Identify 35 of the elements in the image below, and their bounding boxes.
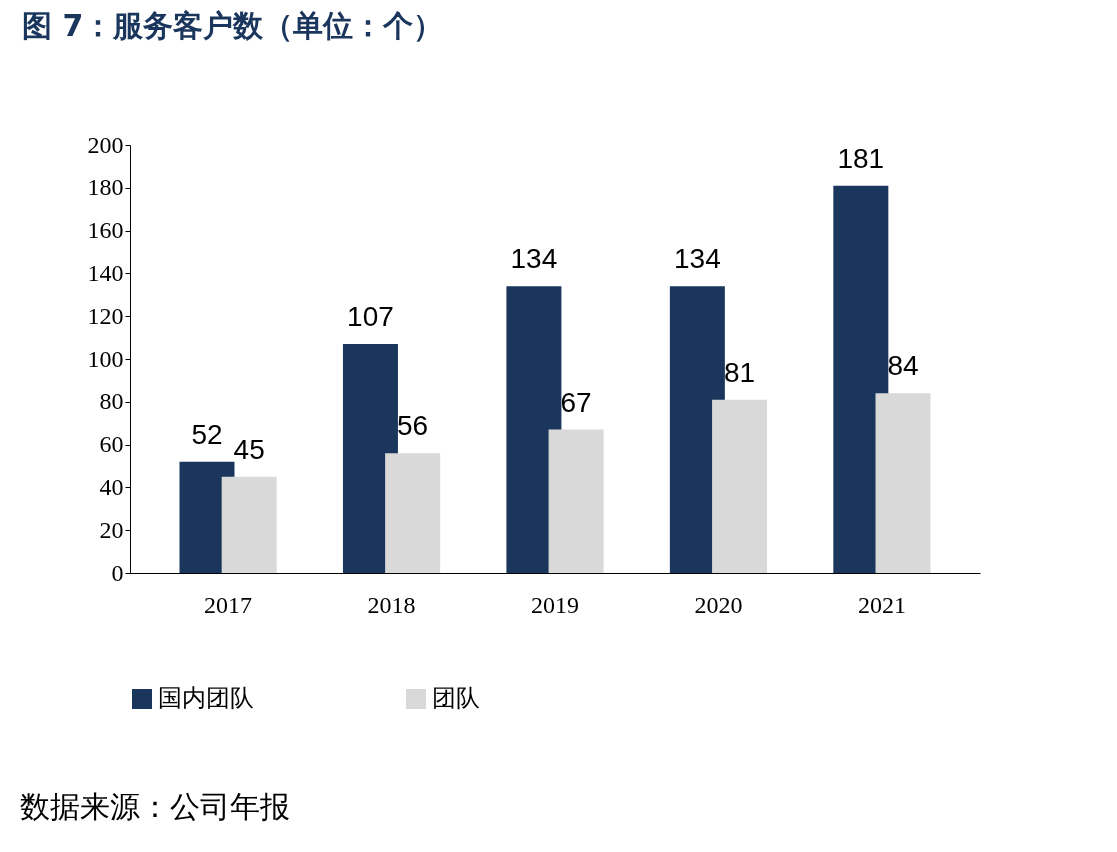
data-label: 52 xyxy=(191,418,223,450)
y-tick-label: 0 xyxy=(111,559,124,586)
y-tick-label: 200 xyxy=(87,131,124,158)
y-tick-label: 80 xyxy=(99,388,124,415)
x-tick-label: 2020 xyxy=(694,591,743,618)
y-tick-label: 60 xyxy=(99,431,124,458)
source-note: 数据来源：公司年报 xyxy=(20,789,290,824)
data-label: 134 xyxy=(510,243,558,275)
y-tick-label: 40 xyxy=(99,473,124,500)
bar xyxy=(875,393,931,573)
y-tick-label: 140 xyxy=(87,259,124,286)
legend-label: 团队 xyxy=(432,685,480,711)
data-label: 45 xyxy=(233,433,265,465)
bar xyxy=(548,429,604,573)
y-tick-label: 100 xyxy=(87,345,124,372)
bar xyxy=(385,453,441,573)
legend-label: 国内团队 xyxy=(158,685,254,711)
data-label: 134 xyxy=(674,243,721,275)
bar xyxy=(221,476,277,573)
data-label: 84 xyxy=(887,350,919,382)
y-tick-label: 180 xyxy=(87,174,124,201)
y-tick-label: 120 xyxy=(87,302,124,329)
x-tick-label: 2021 xyxy=(857,591,906,618)
x-tick-label: 2018 xyxy=(367,591,416,618)
data-label: 81 xyxy=(723,356,756,388)
y-tick-label: 160 xyxy=(87,217,124,244)
data-label: 107 xyxy=(347,301,394,333)
bar xyxy=(712,399,768,573)
chart-title: 图 7：服务客户数（单位：个） xyxy=(22,8,444,43)
data-label: 56 xyxy=(397,410,429,442)
x-tick-label: 2017 xyxy=(204,591,253,618)
data-label: 67 xyxy=(560,386,592,418)
data-label: 181 xyxy=(837,142,885,174)
x-tick-label: 2019 xyxy=(531,591,579,618)
y-tick-label: 20 xyxy=(99,516,124,543)
